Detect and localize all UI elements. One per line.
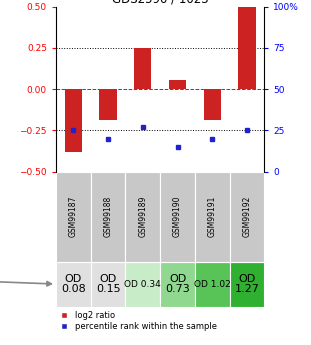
Bar: [160, 171, 195, 262]
Text: GSM99189: GSM99189: [138, 196, 147, 237]
Bar: [56, 262, 91, 307]
Text: GSM99191: GSM99191: [208, 196, 217, 237]
Text: OD 1.02: OD 1.02: [194, 279, 231, 288]
Bar: [56, 171, 91, 262]
Bar: [195, 171, 230, 262]
Text: OD
0.08: OD 0.08: [61, 274, 86, 294]
Bar: [230, 262, 264, 307]
Bar: [195, 262, 230, 307]
Bar: [91, 262, 125, 307]
Text: OD
1.27: OD 1.27: [234, 274, 259, 294]
Bar: [160, 262, 195, 307]
Bar: [91, 171, 125, 262]
Text: age: age: [0, 276, 51, 286]
Text: OD 0.34: OD 0.34: [124, 279, 161, 288]
Bar: [65, 89, 82, 152]
Bar: [125, 171, 160, 262]
Bar: [100, 89, 117, 120]
Bar: [134, 48, 151, 89]
Text: OD
0.73: OD 0.73: [165, 274, 190, 294]
Text: OD
0.15: OD 0.15: [96, 274, 120, 294]
Title: GDS2590 / 1023: GDS2590 / 1023: [112, 0, 208, 6]
Bar: [125, 262, 160, 307]
Bar: [230, 171, 264, 262]
Bar: [204, 89, 221, 120]
Legend: log2 ratio, percentile rank within the sample: log2 ratio, percentile rank within the s…: [60, 311, 217, 331]
Bar: [238, 7, 256, 89]
Text: GSM99188: GSM99188: [104, 196, 113, 237]
Text: GSM99192: GSM99192: [243, 196, 252, 237]
Text: GSM99187: GSM99187: [69, 196, 78, 237]
Text: GSM99190: GSM99190: [173, 196, 182, 237]
Bar: [169, 80, 186, 89]
